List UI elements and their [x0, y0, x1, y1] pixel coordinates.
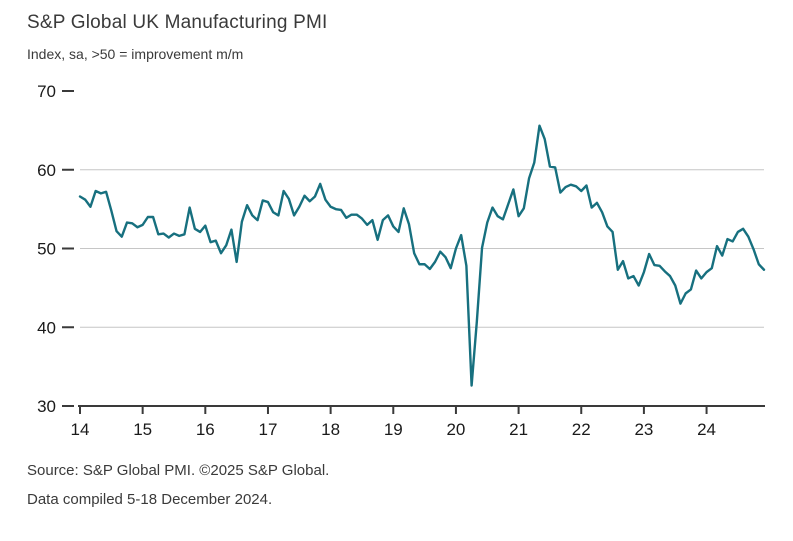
y-axis-label: 70 — [37, 82, 56, 101]
source-text: Source: S&P Global PMI. ©2025 S&P Global… — [27, 462, 330, 479]
x-axis-label: 22 — [572, 420, 591, 439]
x-axis-label: 17 — [259, 420, 278, 439]
x-axis-label: 21 — [509, 420, 528, 439]
chart-subtitle: Index, sa, >50 = improvement m/m — [27, 46, 244, 62]
chart-title: S&P Global UK Manufacturing PMI — [27, 12, 328, 33]
x-axis-label: 18 — [321, 420, 340, 439]
x-axis-label: 14 — [71, 420, 90, 439]
y-axis-label: 30 — [37, 397, 56, 416]
y-axis-label: 40 — [37, 318, 56, 337]
x-axis-label: 19 — [384, 420, 403, 439]
y-axis-label: 60 — [37, 161, 56, 180]
y-axis-label: 50 — [37, 240, 56, 259]
x-axis-label: 23 — [634, 420, 653, 439]
x-axis-label: 20 — [446, 420, 465, 439]
pmi-line — [78, 124, 766, 387]
compiled-text: Data compiled 5-18 December 2024. — [27, 491, 273, 508]
x-axis-label: 15 — [133, 420, 152, 439]
x-axis-label: 16 — [196, 420, 215, 439]
x-axis-label: 24 — [697, 420, 716, 439]
